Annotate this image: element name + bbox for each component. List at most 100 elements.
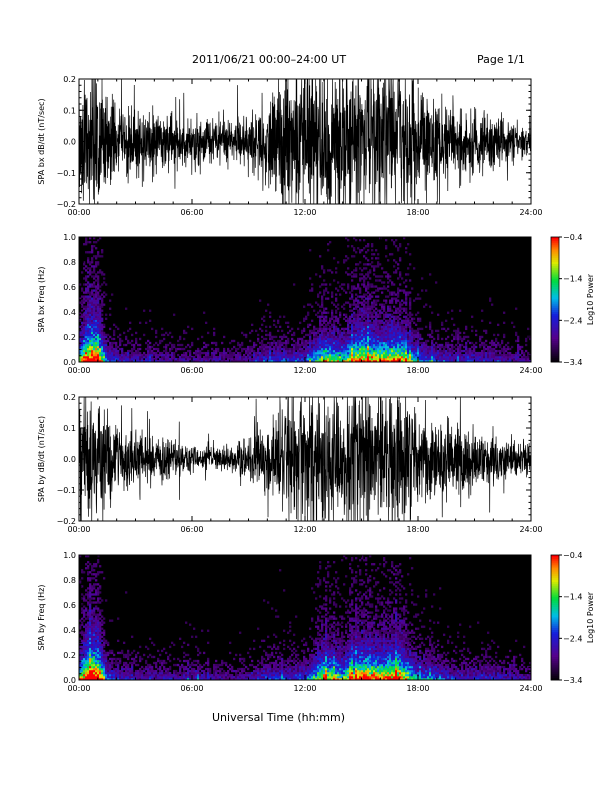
spectrogram-cell [101, 621, 104, 624]
spectrogram-cell [453, 337, 456, 341]
spectrogram-cell [125, 667, 128, 671]
spectrogram-cell [407, 347, 410, 351]
spectrogram-cell [439, 347, 442, 351]
spectrogram-cell [425, 347, 428, 351]
spectrogram-cell [341, 339, 344, 343]
spectrogram-cell [317, 351, 320, 355]
colorbar-tick-label: −3.4 [563, 358, 582, 367]
spectrogram-cell [143, 355, 146, 359]
spectrogram-cell [121, 665, 124, 669]
spectrogram-cell [347, 351, 350, 355]
spectrogram-cell [99, 323, 102, 327]
spectrogram-cell [401, 331, 404, 335]
spectrogram-cell [97, 335, 100, 339]
spectrogram-cell [129, 355, 132, 359]
spectrogram-cell [417, 293, 420, 296]
spectrogram-cell [435, 341, 438, 345]
spectrogram-cell [83, 631, 86, 634]
spectrogram-cell [385, 343, 388, 347]
spectrogram-cell [485, 351, 488, 355]
spectrogram-cell [379, 315, 382, 318]
spectrogram-cell [87, 295, 90, 298]
spectrogram-cell [93, 661, 96, 665]
spectrogram-cell [105, 349, 108, 353]
spectrogram-cell [365, 263, 368, 266]
spectrogram-cell [367, 273, 370, 276]
spectrogram-cell [381, 343, 384, 347]
spectrogram-cell [233, 357, 236, 361]
spectrogram-cell [319, 319, 322, 322]
spectrogram-cell [299, 337, 302, 341]
spectrogram-cell [101, 647, 104, 651]
spectrogram-cell [409, 313, 412, 316]
spectrogram-cell [485, 343, 488, 347]
spectrogram-cell [89, 623, 92, 626]
spectrogram-cell [305, 315, 308, 318]
spectrogram-cell [443, 349, 446, 353]
spectrogram-cell [97, 637, 100, 640]
spectrogram-cell [415, 351, 418, 355]
spectrogram-cell [91, 351, 94, 355]
spectrogram-cell [325, 343, 328, 347]
spectrogram-cell [387, 329, 390, 333]
spectrogram-cell [97, 279, 100, 282]
spectrogram-cell [353, 273, 356, 276]
spectrogram-cell [465, 357, 468, 361]
spectrogram-cell [135, 663, 138, 667]
spectrogram-cell [527, 327, 530, 331]
spectrogram-cell [87, 663, 90, 667]
spectrogram-cell [331, 345, 334, 349]
spectrogram-cell [423, 343, 426, 347]
spectrogram-cell [93, 303, 96, 306]
spectrogram-cell [371, 315, 374, 318]
y-tick-label: 0.0 [63, 455, 76, 464]
spectrogram-cell [121, 677, 124, 681]
spectrogram-cell [419, 349, 422, 353]
spectrogram-cell [395, 351, 398, 355]
spectrogram-cell [515, 357, 518, 361]
spectrogram-cell [213, 353, 216, 357]
spectrogram-cell [93, 305, 96, 308]
spectrogram-cell [377, 327, 380, 331]
spectrogram-cell [355, 269, 358, 272]
spectrogram-cell [97, 255, 100, 258]
spectrogram-cell [411, 343, 414, 347]
spectrogram-cell [131, 677, 134, 681]
spectrogram-cell [117, 355, 120, 359]
spectrogram-cell [205, 357, 208, 361]
spectrogram-cell [375, 285, 378, 288]
spectrogram-cell [87, 621, 90, 624]
spectrogram-cell [81, 585, 84, 588]
spectrogram-cell [109, 335, 112, 339]
spectrogram-cell [409, 349, 412, 353]
spectrogram-cell [83, 359, 86, 363]
spectrogram-cell [357, 263, 360, 266]
spectrogram-cell [393, 321, 396, 324]
spectrogram-cell [321, 265, 324, 268]
spectrogram-cell [229, 341, 232, 345]
spectrogram-cell [83, 635, 86, 638]
spectrogram-cell [103, 277, 106, 280]
spectrogram-cell [521, 349, 524, 353]
spectrogram-cell [355, 339, 358, 343]
spectrogram-cell [169, 671, 172, 675]
spectrogram-cell [403, 357, 406, 361]
colorbar-segment [551, 328, 559, 332]
spectrogram-cell [461, 359, 464, 363]
spectrogram-cell [457, 335, 460, 339]
spectrogram-cell [269, 311, 272, 314]
spectrogram-cell [199, 355, 202, 359]
spectrogram-cell [91, 649, 94, 653]
spectrogram-cell [459, 349, 462, 353]
spectrogram-cell [345, 327, 348, 331]
spectrogram-cell [333, 359, 336, 363]
spectrogram-cell [319, 345, 322, 349]
spectrogram-cell [353, 347, 356, 351]
spectrogram-cell [375, 351, 378, 355]
spectrogram-cell [179, 335, 182, 339]
spectrogram-cell [485, 359, 488, 363]
spectrogram-cell [95, 329, 98, 333]
spectrogram-cell [95, 631, 98, 634]
spectrogram-cell [527, 353, 530, 357]
spectrogram-cell [157, 675, 160, 679]
